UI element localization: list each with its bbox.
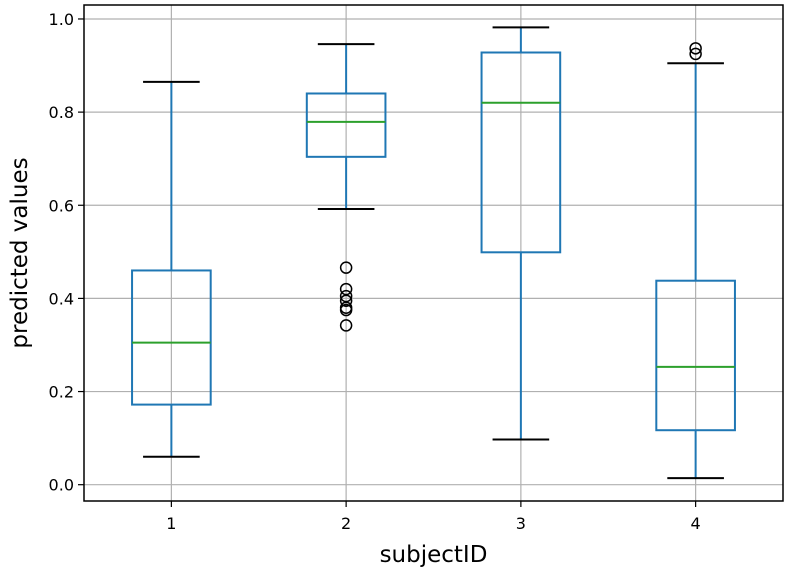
- ticks: 0.0 0.2 0.4 0.6 0.8 1.0 1 2 3 4: [49, 10, 701, 533]
- outlier-point: [339, 294, 353, 307]
- iqr-box: [305, 92, 387, 158]
- y-tick-label: 0.0: [49, 476, 74, 495]
- box-3: [480, 26, 562, 441]
- grid: [84, 5, 783, 501]
- iqr-box: [480, 51, 562, 254]
- y-tick-label: 0.8: [49, 103, 74, 122]
- x-tick-label: 2: [341, 514, 351, 533]
- y-axis-label: predicted values: [7, 157, 33, 348]
- iqr-box: [655, 279, 736, 432]
- y-tick-label: 0.6: [49, 196, 74, 215]
- outlier-point: [339, 261, 353, 274]
- x-axis-label: subjectID: [380, 542, 488, 568]
- box-1: [131, 80, 212, 458]
- x-tick-label: 1: [166, 514, 176, 533]
- outlier-point: [339, 303, 353, 317]
- y-tick-label: 0.4: [49, 289, 74, 308]
- y-tick-label: 1.0: [49, 10, 74, 29]
- plot-frame: [83, 4, 784, 502]
- box-2: [305, 43, 387, 332]
- boxes: [131, 26, 736, 480]
- box-4: [655, 42, 736, 480]
- x-tick-label: 4: [691, 514, 701, 533]
- outlier-point: [689, 42, 702, 55]
- y-tick-label: 0.2: [49, 383, 74, 402]
- iqr-box: [131, 269, 212, 406]
- x-tick-label: 3: [516, 514, 526, 533]
- outlier-point: [339, 319, 353, 332]
- outlier-point: [689, 47, 702, 61]
